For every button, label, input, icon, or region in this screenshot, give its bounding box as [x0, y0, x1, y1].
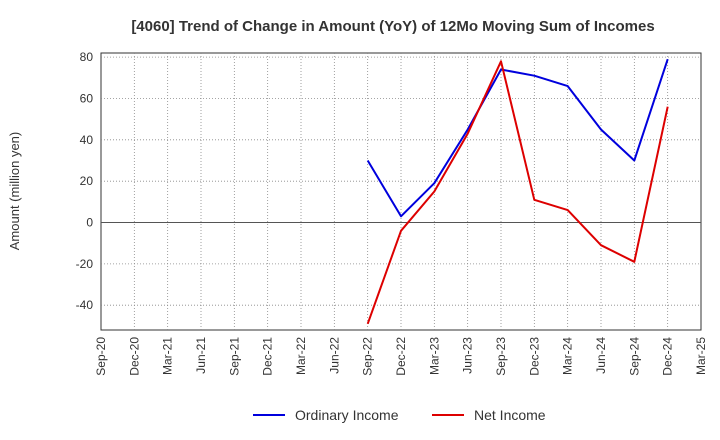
y-tick-label: 80	[80, 50, 94, 64]
x-tick-label: Mar-25	[694, 337, 708, 375]
x-tick-label: Jun-24	[594, 337, 608, 374]
x-tick-label: Jun-21	[194, 337, 208, 374]
x-tick-label: Dec-23	[527, 337, 541, 376]
y-tick-label: -20	[76, 257, 94, 271]
series-line-ordinary-income	[366, 58, 669, 218]
y-axis-ticks: -40 -20 0 20 40 60 80	[76, 50, 94, 312]
y-tick-label: 0	[86, 216, 93, 230]
x-tick-label: Mar-23	[427, 337, 441, 375]
x-tick-label: Dec-20	[127, 337, 141, 376]
legend-label: Ordinary Income	[295, 407, 399, 423]
x-tick-label: Sep-22	[361, 337, 375, 376]
legend: Ordinary Income Net Income	[253, 407, 546, 423]
legend-label: Net Income	[474, 407, 546, 423]
series-lines	[366, 58, 669, 325]
chart-title: [4060] Trend of Change in Amount (YoY) o…	[131, 18, 654, 35]
series-line-net-income	[366, 60, 669, 325]
x-tick-label: Dec-24	[661, 337, 675, 376]
x-tick-label: Mar-22	[294, 337, 308, 375]
x-axis-ticks: Sep-20 Dec-20 Mar-21 Jun-21 Sep-21 Dec-21 Mar-…	[94, 337, 708, 376]
x-tick-label: Sep-23	[494, 337, 508, 376]
x-tick-label: Dec-22	[394, 337, 408, 376]
x-tick-label: Mar-21	[161, 337, 175, 375]
y-tick-label: 60	[80, 91, 94, 105]
x-tick-label: Jun-23	[461, 337, 475, 374]
y-tick-label: 40	[80, 133, 94, 147]
y-axis-label: Amount (million yen)	[7, 132, 22, 251]
x-tick-label: Jun-22	[327, 337, 341, 374]
x-tick-label: Sep-20	[94, 337, 108, 376]
grid	[101, 53, 701, 330]
x-tick-label: Sep-21	[227, 337, 241, 376]
x-tick-label: Dec-21	[261, 337, 275, 376]
y-tick-label: -40	[76, 298, 94, 312]
y-tick-label: 20	[80, 174, 94, 188]
x-tick-label: Sep-24	[627, 337, 641, 376]
x-tick-label: Mar-24	[561, 337, 575, 375]
